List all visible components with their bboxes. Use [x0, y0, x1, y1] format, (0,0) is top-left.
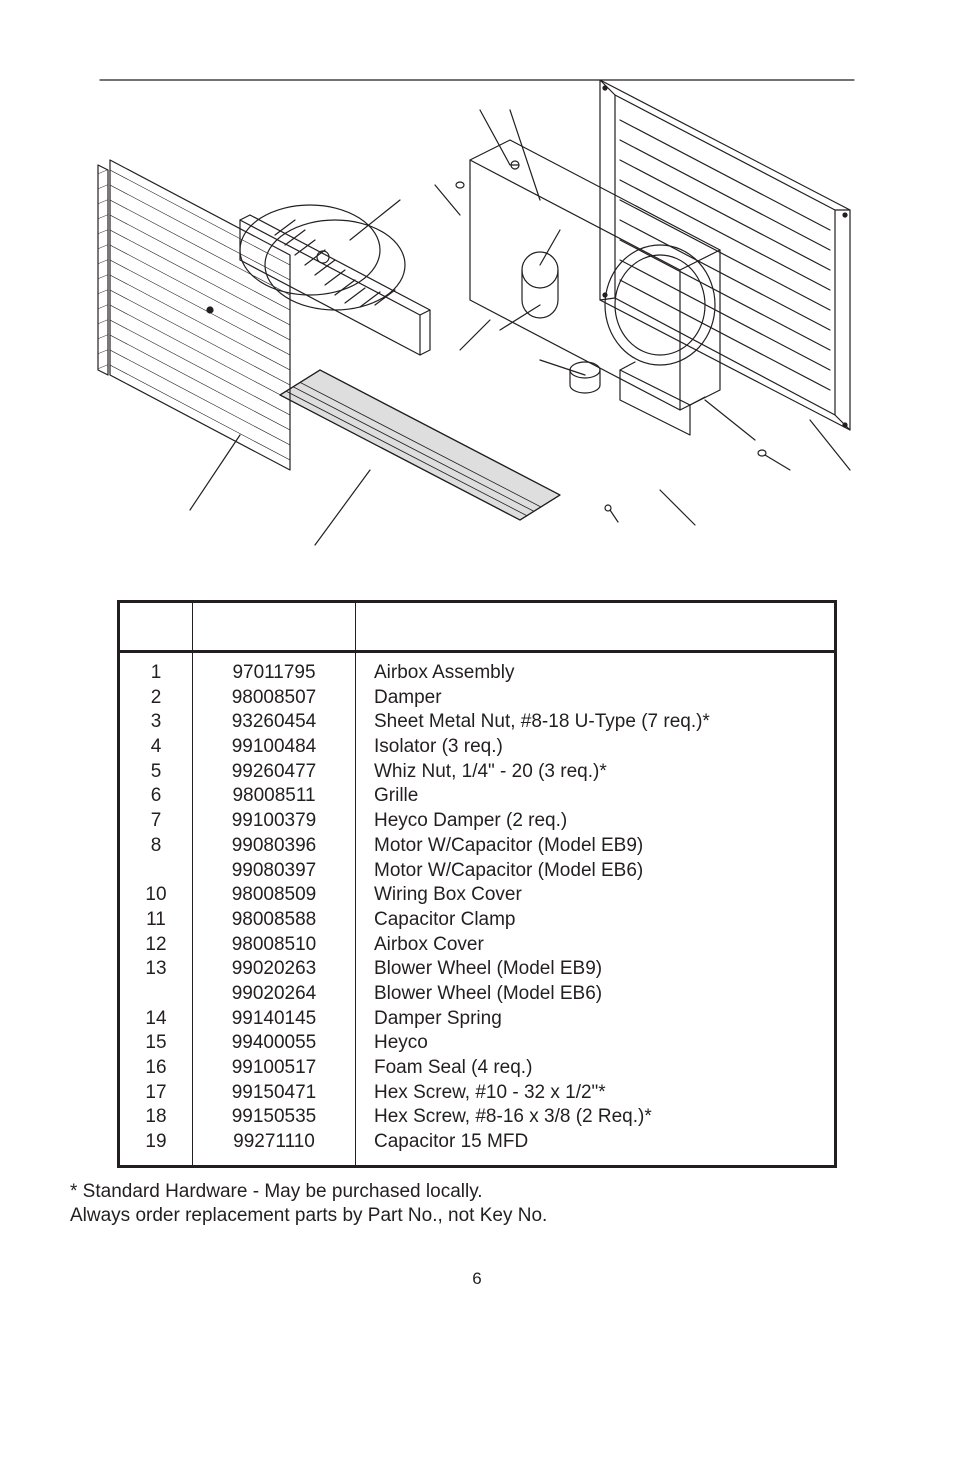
cell-part: 99020263 — [193, 957, 356, 982]
cell-desc: Capacitor Clamp — [356, 908, 836, 933]
cell-part: 93260454 — [193, 710, 356, 735]
exploded-view-diagram — [40, 40, 914, 560]
table-row: 1999271110Capacitor 15 MFD — [119, 1130, 836, 1166]
cell-desc: Damper Spring — [356, 1007, 836, 1032]
footnote: * Standard Hardware - May be purchased l… — [70, 1180, 914, 1229]
table-row: 1899150535Hex Screw, #8-16 x 3/8 (2 Req.… — [119, 1105, 836, 1130]
cell-part: 99100379 — [193, 809, 356, 834]
cell-key: 1 — [119, 652, 193, 686]
cell-desc: Wiring Box Cover — [356, 883, 836, 908]
table-row: 298008507Damper — [119, 686, 836, 711]
cell-desc: Whiz Nut, 1/4" - 20 (3 req.)* — [356, 760, 836, 785]
cell-desc: Blower Wheel (Model EB6) — [356, 982, 836, 1007]
cell-key: 17 — [119, 1081, 193, 1106]
table-row: 698008511Grille — [119, 784, 836, 809]
footnote-line1: * Standard Hardware - May be purchased l… — [70, 1181, 483, 1202]
cell-part: 98008507 — [193, 686, 356, 711]
cell-key: 3 — [119, 710, 193, 735]
cell-part: 99260477 — [193, 760, 356, 785]
table-row: 1098008509Wiring Box Cover — [119, 883, 836, 908]
cell-desc: Heyco Damper (2 req.) — [356, 809, 836, 834]
cell-part: 99080396 — [193, 834, 356, 859]
table-row: 99020264Blower Wheel (Model EB6) — [119, 982, 836, 1007]
table-row: 1399020263Blower Wheel (Model EB9) — [119, 957, 836, 982]
cell-part: 99100484 — [193, 735, 356, 760]
cell-desc: Sheet Metal Nut, #8-18 U-Type (7 req.)* — [356, 710, 836, 735]
table-row: 197011795Airbox Assembly — [119, 652, 836, 686]
cell-key: 10 — [119, 883, 193, 908]
cell-desc: Hex Screw, #10 - 32 x 1/2"* — [356, 1081, 836, 1106]
parts-table: 197011795Airbox Assembly 298008507Damper… — [117, 600, 837, 1168]
cell-key: 19 — [119, 1130, 193, 1166]
cell-part: 99020264 — [193, 982, 356, 1007]
table-row: 1298008510Airbox Cover — [119, 933, 836, 958]
cell-key: 18 — [119, 1105, 193, 1130]
table-row: 1499140145Damper Spring — [119, 1007, 836, 1032]
cell-part: 98008510 — [193, 933, 356, 958]
cell-key: 4 — [119, 735, 193, 760]
cell-key: 2 — [119, 686, 193, 711]
cell-desc: Damper — [356, 686, 836, 711]
cell-part: 99150471 — [193, 1081, 356, 1106]
cell-desc: Airbox Assembly — [356, 652, 836, 686]
cell-key: 7 — [119, 809, 193, 834]
cell-desc: Heyco — [356, 1031, 836, 1056]
cell-part: 98008588 — [193, 908, 356, 933]
cell-desc: Isolator (3 req.) — [356, 735, 836, 760]
col-header-part — [193, 602, 356, 652]
cell-key: 6 — [119, 784, 193, 809]
cell-key: 15 — [119, 1031, 193, 1056]
cell-part: 99400055 — [193, 1031, 356, 1056]
cell-key: 12 — [119, 933, 193, 958]
cell-desc: Blower Wheel (Model EB9) — [356, 957, 836, 982]
page-number: 6 — [40, 1269, 914, 1289]
table-row: 1699100517Foam Seal (4 req.) — [119, 1056, 836, 1081]
cell-part: 97011795 — [193, 652, 356, 686]
cell-part: 98008511 — [193, 784, 356, 809]
cell-part: 99100517 — [193, 1056, 356, 1081]
cell-desc: Grille — [356, 784, 836, 809]
cell-desc: Capacitor 15 MFD — [356, 1130, 836, 1166]
cell-part: 99150535 — [193, 1105, 356, 1130]
cell-part: 99080397 — [193, 859, 356, 884]
cell-part: 99140145 — [193, 1007, 356, 1032]
table-row: 499100484Isolator (3 req.) — [119, 735, 836, 760]
cell-desc: Airbox Cover — [356, 933, 836, 958]
table-row: 1599400055Heyco — [119, 1031, 836, 1056]
cell-desc: Hex Screw, #8-16 x 3/8 (2 Req.)* — [356, 1105, 836, 1130]
table-row: 799100379Heyco Damper (2 req.) — [119, 809, 836, 834]
table-row: 393260454Sheet Metal Nut, #8-18 U-Type (… — [119, 710, 836, 735]
table-row: 99080397Motor W/Capacitor (Model EB6) — [119, 859, 836, 884]
cell-key: 8 — [119, 834, 193, 859]
cell-desc: Motor W/Capacitor (Model EB6) — [356, 859, 836, 884]
table-row: 599260477Whiz Nut, 1/4" - 20 (3 req.)* — [119, 760, 836, 785]
cell-key: 13 — [119, 957, 193, 982]
footnote-line2: Always order replacement parts by Part N… — [70, 1205, 547, 1226]
cell-key — [119, 859, 193, 884]
cell-desc: Foam Seal (4 req.) — [356, 1056, 836, 1081]
cell-part: 98008509 — [193, 883, 356, 908]
col-header-desc — [356, 602, 836, 652]
cell-key: 5 — [119, 760, 193, 785]
cell-desc: Motor W/Capacitor (Model EB9) — [356, 834, 836, 859]
cell-key: 16 — [119, 1056, 193, 1081]
table-row: 1799150471Hex Screw, #10 - 32 x 1/2"* — [119, 1081, 836, 1106]
cell-part: 99271110 — [193, 1130, 356, 1166]
col-header-key — [119, 602, 193, 652]
cell-key: 11 — [119, 908, 193, 933]
cell-key — [119, 982, 193, 1007]
table-row: 1198008588Capacitor Clamp — [119, 908, 836, 933]
cell-key: 14 — [119, 1007, 193, 1032]
table-row: 899080396Motor W/Capacitor (Model EB9) — [119, 834, 836, 859]
